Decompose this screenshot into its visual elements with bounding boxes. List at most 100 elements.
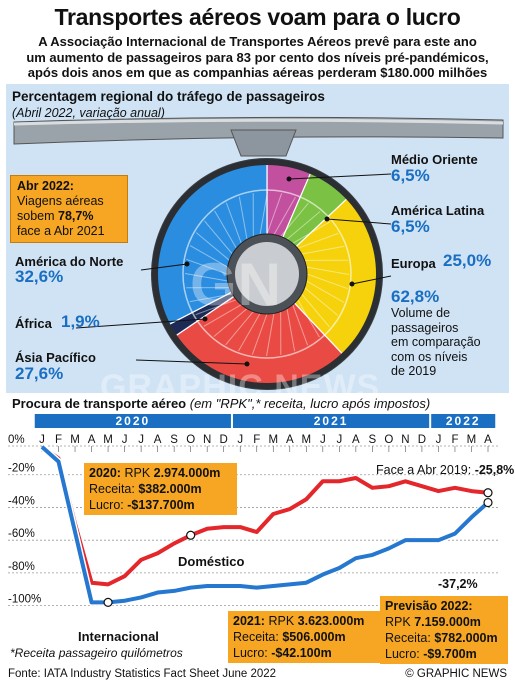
month-label: A (484, 434, 492, 446)
box-profit: -$9.700m (423, 647, 477, 661)
box-rpk: 3.623.000m (297, 614, 365, 628)
box-profit: -$42.100m (271, 646, 332, 660)
grid: 0% -20% -40% -60% -80% -100% (8, 434, 500, 607)
fan-blade (306, 280, 345, 303)
fan-blade (184, 273, 228, 282)
demand-title-text: Procura de transporte aéreo (12, 396, 187, 411)
face-abr-value: -25,8% (474, 463, 515, 477)
y-tick-label: -100% (8, 594, 41, 606)
label-america-latina: América Latina (391, 203, 485, 218)
box-rev-label: Receita: (385, 631, 431, 645)
engine-pylon (230, 129, 297, 157)
subtitle-line: um aumento de passageiros para 83 por ce… (26, 49, 489, 65)
pct-america-latina: 6,5% (391, 217, 430, 236)
domestic-label: Doméstico (178, 554, 245, 569)
box-rpk: 2.974.000m (153, 466, 221, 480)
month-label: M (301, 434, 311, 446)
month-label: O (384, 434, 393, 446)
box-year: Previsão 2022: (385, 599, 473, 613)
leader-line (75, 318, 206, 329)
face-abr-annotation: Face a Abr 2019: -25,8% (376, 463, 514, 477)
fan-blade (238, 196, 248, 240)
volume-value: 62,8% (391, 287, 440, 306)
series-line-internacional (40, 445, 490, 605)
spinner-highlight (235, 242, 299, 306)
fan-blade (297, 299, 320, 338)
fan-blade (301, 245, 345, 255)
month-label: J (138, 434, 144, 446)
y-tick-label: -40% (8, 495, 35, 507)
watermark-logo: GN (190, 251, 282, 318)
volume-line: com os níveis (391, 349, 468, 364)
label-asia-pacifico: Ásia Pacífico (15, 350, 96, 365)
series-end-marker (483, 497, 493, 508)
year-label: 2020 (116, 414, 151, 428)
callout-line: sobem (17, 209, 58, 223)
year-label: 2022 (446, 414, 481, 428)
box-rev-label: Receita: (233, 630, 279, 644)
box-rev: $782.000m (434, 631, 498, 645)
fan-blade (273, 196, 296, 235)
leader-line (351, 275, 392, 285)
fan-blade (225, 311, 254, 346)
month-label: A (88, 434, 96, 446)
fan-blade (280, 202, 309, 237)
month-label: O (186, 434, 195, 446)
volume-line: de 2019 (391, 364, 437, 378)
pct-america-norte: 32,6% (15, 267, 64, 286)
fan-blade (195, 299, 237, 316)
subtitle-line: após dois anos em que as companhias aére… (27, 65, 488, 80)
fan-blade (203, 304, 242, 327)
footer-credit: © GRAPHIC NEWS (405, 668, 507, 680)
page-title: Transportes aéreos voam para o lucro (54, 4, 461, 30)
month-label: D (418, 434, 426, 446)
label-africa: África (15, 316, 52, 331)
box-rev: $506.000m (282, 630, 346, 644)
month-label: J (122, 434, 128, 446)
month-label: N (203, 434, 211, 446)
month-label: M (268, 434, 278, 446)
box-rpk-label: RPK (124, 466, 151, 480)
month-label: M (70, 434, 80, 446)
y-tick-label: -80% (8, 561, 35, 573)
year-band (34, 414, 231, 428)
label-europa: Europa (391, 256, 436, 271)
pct-asia-pacifico: 27,6% (15, 364, 64, 383)
fan-blade (238, 313, 261, 352)
box-profit-label: Lucro: (233, 646, 268, 660)
y-tick-label: 0% (8, 434, 25, 446)
leader-dot (286, 176, 292, 182)
leader-line (288, 173, 392, 180)
pct-africa: 1,9% (61, 312, 100, 331)
nacelle-rim (152, 159, 382, 389)
box-profit-label: Lucro: (89, 498, 124, 512)
year-band (431, 414, 496, 428)
fan-blade (266, 193, 283, 235)
box-year: 2021: (233, 614, 265, 628)
month-label: J (436, 434, 442, 446)
box-rev: $382.000m (138, 482, 202, 496)
fan-blade (304, 287, 339, 316)
box-rpk-label: RPK (385, 615, 411, 629)
wing-highlight (13, 118, 504, 126)
month-label: M (467, 434, 477, 446)
fan-blade (266, 313, 275, 357)
box-2022: Previsão 2022: RPK 7.159.000m Receita: $… (380, 596, 508, 664)
pct-medio-oriente: 6,5% (391, 166, 430, 185)
footer-source: Fonte: IATA Industry Statistics Fact She… (8, 668, 277, 680)
intl-marker (103, 597, 113, 607)
label-medio-oriente: Médio Oriente (391, 152, 478, 167)
month-label: M (103, 434, 113, 446)
month-label: S (369, 434, 377, 446)
fan-blade (259, 191, 268, 235)
callout-line: Viagens aéreas (17, 194, 104, 208)
fan-blade (286, 211, 321, 240)
volume-line: em comparação (391, 335, 481, 349)
intl-label: Internacional (78, 629, 159, 644)
box-2021: 2021: RPK 3.623.000m Receita: $506.000m … (228, 611, 380, 663)
fan-blade (292, 221, 331, 244)
box-profit: -$137.700m (127, 498, 195, 512)
